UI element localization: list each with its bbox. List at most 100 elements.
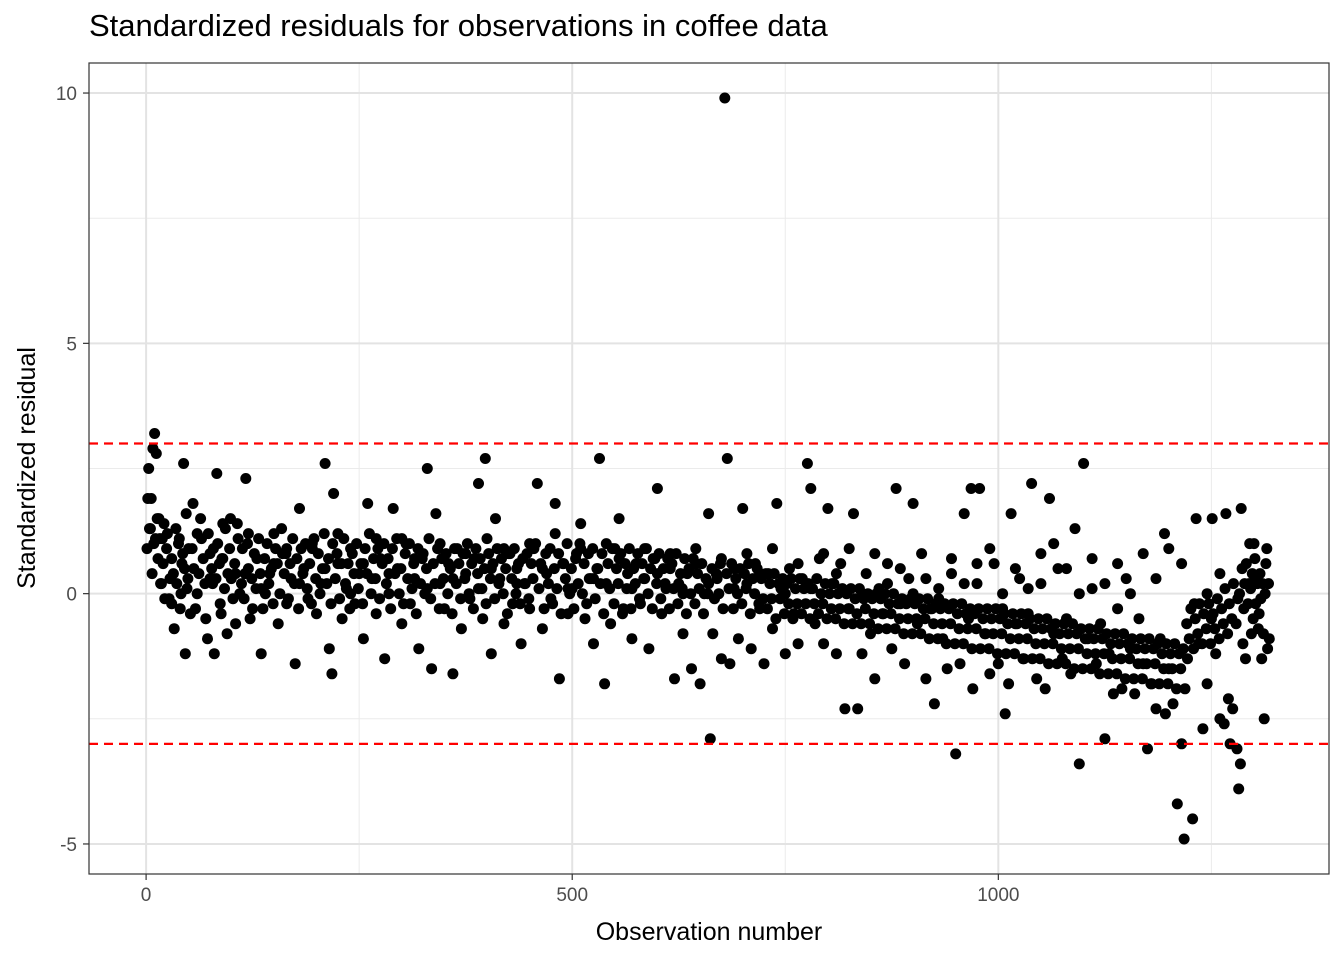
- data-point: [1081, 648, 1093, 660]
- data-point: [770, 613, 782, 625]
- data-point: [882, 558, 893, 570]
- data-point: [868, 608, 880, 620]
- data-point: [244, 613, 256, 625]
- data-point: [792, 558, 804, 570]
- data-point: [1026, 653, 1038, 665]
- data-point: [232, 533, 244, 545]
- data-point: [195, 513, 207, 525]
- data-point: [1169, 638, 1181, 650]
- data-point: [954, 658, 966, 670]
- data-point: [270, 543, 282, 555]
- data-point: [446, 608, 458, 620]
- data-point: [338, 533, 350, 545]
- data-point: [693, 583, 705, 595]
- data-point: [951, 608, 963, 620]
- data-point: [1120, 573, 1132, 585]
- data-point: [510, 588, 522, 600]
- data-point: [1203, 598, 1215, 610]
- data-point: [971, 558, 983, 570]
- data-point: [216, 553, 228, 565]
- data-point: [1159, 708, 1171, 720]
- data-point: [898, 628, 910, 640]
- data-point: [1073, 588, 1085, 600]
- data-point: [1222, 693, 1234, 705]
- data-point: [683, 563, 695, 575]
- data-point: [817, 598, 829, 610]
- data-point: [1205, 638, 1216, 650]
- data-point: [1176, 558, 1188, 570]
- data-point: [1260, 558, 1272, 570]
- data-point: [785, 573, 797, 585]
- data-point: [992, 658, 1004, 670]
- data-point: [538, 603, 550, 615]
- data-point: [575, 518, 587, 530]
- data-point: [1235, 503, 1247, 514]
- data-point: [304, 558, 316, 570]
- data-point: [287, 533, 299, 545]
- data-point: [1049, 618, 1061, 630]
- data-point: [557, 558, 569, 570]
- data-point: [1054, 628, 1066, 640]
- data-point: [412, 543, 424, 555]
- data-point: [310, 573, 322, 585]
- data-point: [297, 568, 309, 580]
- data-point: [1107, 688, 1119, 700]
- data-point: [280, 548, 292, 560]
- data-point: [481, 533, 493, 545]
- data-point: [221, 628, 233, 640]
- data-point: [651, 483, 663, 494]
- data-point: [230, 568, 242, 580]
- data-point: [596, 548, 608, 560]
- data-point: [1261, 543, 1273, 555]
- data-point: [387, 503, 399, 514]
- data-point: [1158, 663, 1170, 675]
- data-point: [148, 538, 160, 550]
- data-point: [687, 553, 699, 565]
- data-point: [813, 608, 824, 620]
- data-point: [1075, 623, 1087, 635]
- data-point: [219, 523, 231, 535]
- data-point: [272, 618, 284, 630]
- data-point: [1055, 643, 1067, 655]
- data-point: [1102, 668, 1114, 680]
- data-point: [1187, 813, 1199, 825]
- data-point: [410, 608, 422, 620]
- data-point: [839, 703, 851, 715]
- data-point: [869, 548, 881, 560]
- data-point: [971, 578, 983, 590]
- data-point: [848, 508, 859, 520]
- data-point: [449, 543, 461, 555]
- data-point: [1156, 648, 1168, 660]
- data-point: [242, 538, 253, 550]
- data-point: [941, 663, 953, 675]
- data-point: [214, 598, 226, 610]
- data-point: [1128, 673, 1140, 685]
- data-point: [1011, 618, 1023, 630]
- data-point: [721, 568, 732, 580]
- data-point: [936, 618, 948, 630]
- data-point: [463, 588, 475, 600]
- data-point: [202, 633, 213, 645]
- data-point: [1069, 523, 1081, 535]
- data-point: [737, 503, 749, 514]
- data-point: [1015, 608, 1027, 620]
- data-point: [1119, 673, 1131, 685]
- data-point: [163, 593, 175, 605]
- y-axis-title: Standardized residual: [13, 347, 41, 589]
- data-point: [723, 583, 735, 595]
- data-point: [293, 603, 305, 615]
- data-point: [824, 588, 836, 600]
- data-point: [440, 548, 452, 560]
- data-point: [536, 623, 548, 635]
- data-point: [263, 578, 275, 590]
- data-point: [859, 603, 871, 615]
- data-point: [903, 573, 915, 585]
- data-point: [932, 633, 944, 645]
- data-point: [1139, 643, 1151, 655]
- data-point: [1175, 663, 1187, 675]
- data-point: [984, 668, 996, 680]
- data-point: [1223, 598, 1235, 610]
- data-point: [1192, 628, 1204, 640]
- data-point: [1194, 598, 1205, 610]
